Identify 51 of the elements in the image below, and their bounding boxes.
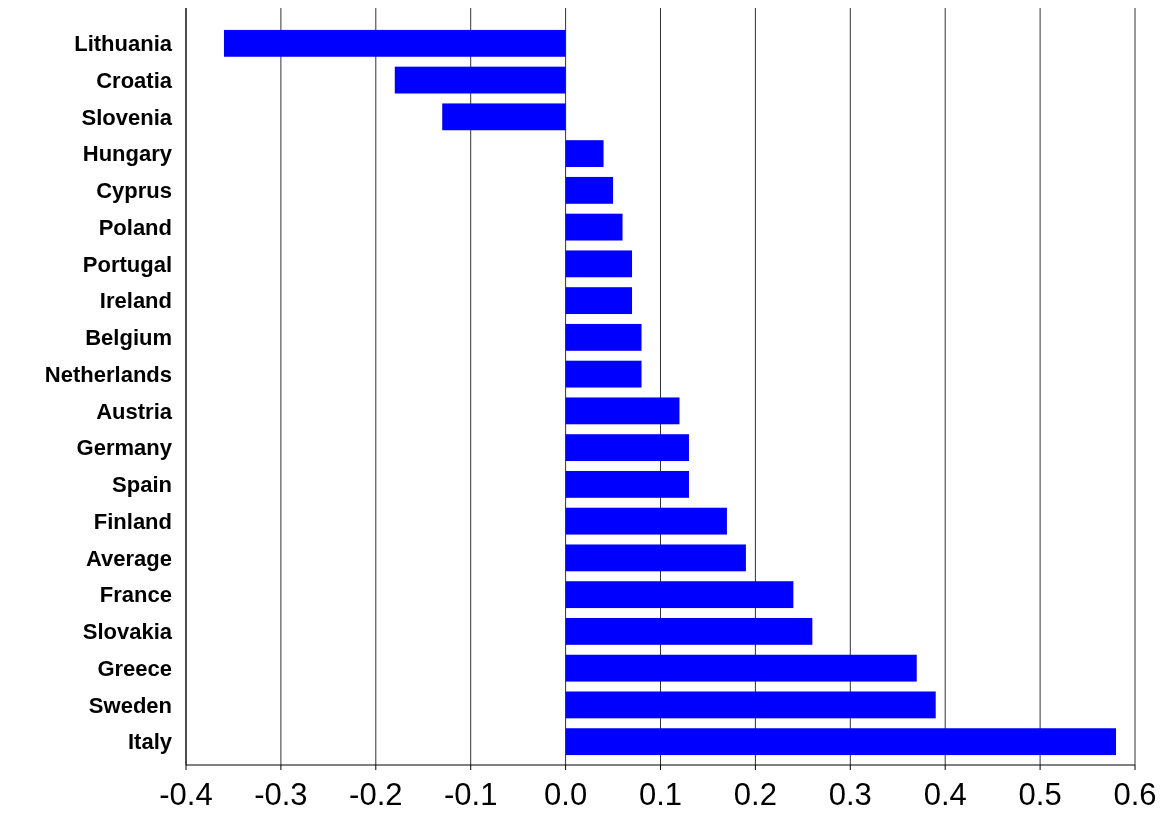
y-tick-label: Lithuania [74, 31, 173, 57]
x-tick-label: 0.6 [1113, 777, 1157, 812]
y-tick-label: Cyprus [96, 178, 172, 204]
bar [565, 728, 1117, 756]
bar [565, 507, 727, 535]
y-tick-label: France [99, 582, 172, 608]
x-tick-label: 0.3 [828, 777, 872, 812]
x-tick-label: 0.2 [733, 777, 777, 812]
x-tick-label: -0.4 [159, 777, 213, 812]
bar [565, 617, 813, 645]
x-tick-label: 0.0 [544, 777, 588, 812]
y-tick-label: Netherlands [44, 361, 172, 387]
bar [565, 140, 604, 168]
x-tick-label: -0.3 [254, 777, 308, 812]
y-tick-label: Spain [112, 472, 172, 498]
bar [565, 691, 936, 719]
y-tick-label: Poland [98, 214, 172, 240]
y-tick-label: Greece [97, 655, 172, 681]
y-tick-label: Sweden [88, 692, 172, 718]
bar [565, 213, 623, 241]
bar [565, 654, 917, 682]
bar [565, 360, 642, 388]
bar [442, 103, 566, 131]
x-tick-label: 0.1 [638, 777, 683, 812]
x-tick-label: 0.4 [923, 777, 967, 812]
y-tick-label: Ireland [99, 288, 172, 314]
bar [565, 323, 642, 351]
y-tick-label: Average [85, 545, 172, 571]
y-tick-label: Croatia [96, 67, 173, 93]
bar [565, 250, 633, 278]
y-tick-label: Slovenia [81, 104, 173, 130]
bar [565, 470, 689, 498]
y-tick-label: Germany [76, 435, 173, 461]
bar [565, 434, 689, 462]
y-tick-label: Portugal [82, 251, 172, 277]
bar [565, 581, 794, 609]
y-tick-label: Slovakia [82, 619, 173, 645]
x-tick-label: -0.1 [443, 777, 498, 812]
bar [394, 66, 566, 94]
y-tick-label: Belgium [85, 325, 172, 351]
y-tick-label: Finland [93, 508, 172, 534]
y-tick-label: Austria [96, 398, 173, 424]
x-tick-label: -0.2 [349, 777, 403, 812]
y-tick-label: Hungary [82, 141, 173, 167]
y-tick-label: Italy [127, 729, 173, 755]
bar [223, 29, 566, 57]
bar [565, 397, 680, 425]
bar [565, 544, 746, 572]
bar [565, 287, 633, 315]
bar [565, 176, 614, 204]
x-tick-label: 0.5 [1018, 777, 1062, 812]
